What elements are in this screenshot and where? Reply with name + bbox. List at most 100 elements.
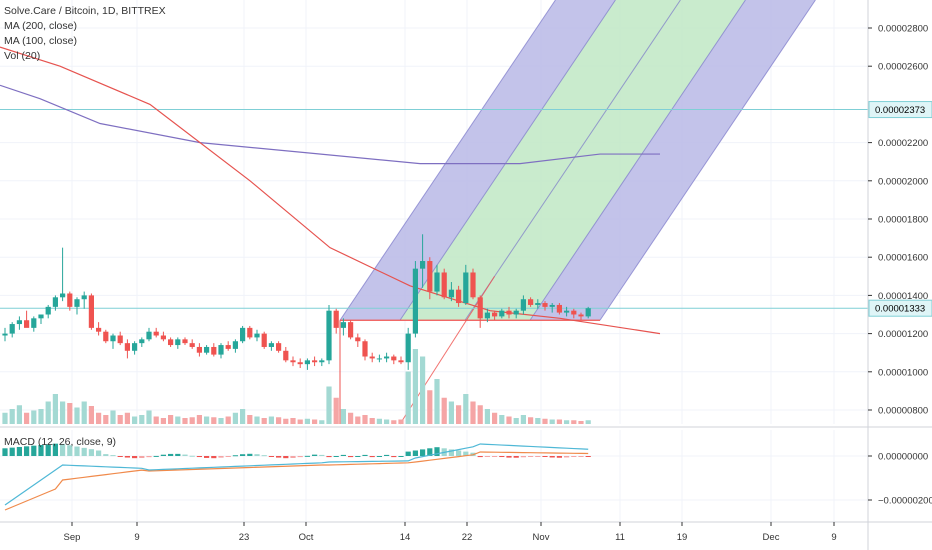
candle-body <box>463 272 469 304</box>
candle-body <box>420 261 426 269</box>
volume-bar <box>564 420 570 424</box>
volume-bar <box>52 394 58 424</box>
volume-bar <box>132 416 138 424</box>
macd-hist-bar <box>362 454 368 456</box>
candle-body <box>499 310 505 317</box>
macd-hist-bar <box>340 454 346 456</box>
volume-bar <box>441 397 447 424</box>
candle-body <box>60 293 66 298</box>
macd-hist-bar <box>463 451 469 456</box>
macd-hist-bar <box>182 454 188 456</box>
volume-bar <box>578 421 584 424</box>
volume-bar <box>398 419 404 424</box>
volume-bar <box>391 420 397 424</box>
channel-line <box>399 0 616 321</box>
y-tick-label: 0.00002000 <box>878 176 928 187</box>
macd-hist-bar <box>376 456 382 457</box>
candle-body <box>348 322 354 338</box>
macd-hist-bar <box>506 456 512 458</box>
macd-hist-bar <box>67 445 73 456</box>
candle-body <box>153 331 159 336</box>
macd-pane <box>2 443 591 511</box>
candle-body <box>81 295 87 300</box>
x-tick-label: 19 <box>677 532 688 543</box>
candle-body <box>484 312 490 319</box>
volume-bar <box>484 409 490 424</box>
volume-bar <box>297 419 303 424</box>
volume-bar <box>153 416 159 424</box>
volume-bar <box>405 371 411 424</box>
y-tick-label: 0.00001000 <box>878 367 928 378</box>
x-tick-label: Dec <box>763 532 780 543</box>
channel-band <box>340 0 616 321</box>
candle-body <box>340 322 346 328</box>
macd-hist-bar <box>74 446 80 456</box>
x-tick-label: 9 <box>831 532 836 543</box>
volume-bar <box>160 418 166 424</box>
macd-hist-bar <box>348 456 354 458</box>
ma100-line <box>0 46 661 335</box>
price-label-box <box>868 299 932 317</box>
candle-body <box>362 341 368 357</box>
volume-bar <box>67 403 73 424</box>
candle-body <box>312 360 318 363</box>
macd-hist-bar <box>103 454 109 456</box>
volume-bar <box>110 410 116 424</box>
volume-bar <box>528 417 534 424</box>
volume-bar <box>16 405 22 424</box>
candle-body <box>45 306 51 315</box>
volume-bar <box>60 401 66 424</box>
macd-hist-bar <box>312 454 318 456</box>
volume-bar <box>96 412 102 424</box>
macd-hist-bar <box>124 456 130 458</box>
candle-body <box>506 310 512 315</box>
volume-bar <box>362 415 368 424</box>
candle-body <box>139 339 145 344</box>
macd-hist-bar <box>139 456 145 459</box>
macd-hist-bar <box>153 455 159 457</box>
volume-bar <box>117 415 123 424</box>
indicator-vol: Vol (20) <box>4 50 41 62</box>
y-tick-label: 0.00002200 <box>878 138 928 149</box>
volume-bar <box>376 418 382 424</box>
candle-body <box>477 297 483 319</box>
candle-body <box>456 289 462 304</box>
ma200-line <box>0 84 660 165</box>
candle-body <box>261 333 267 347</box>
volume-bar <box>535 418 541 424</box>
volume-bar <box>506 416 512 424</box>
candle-body <box>492 312 498 317</box>
channel-line <box>339 0 556 321</box>
volume-bar <box>9 409 15 424</box>
candle-body <box>160 335 166 340</box>
macd-hist-bar <box>355 456 361 457</box>
volume-bar <box>456 405 462 424</box>
macd-hist-bar <box>297 456 303 458</box>
macd-hist-bar <box>189 455 195 457</box>
volume-bar <box>434 379 440 424</box>
volume-bar <box>268 416 274 424</box>
macd-hist-bar <box>60 443 66 456</box>
y-tick-label: 0.00000800 <box>878 406 928 417</box>
candle-body <box>391 356 397 361</box>
volume-bar <box>189 417 195 424</box>
symbol-title: Solve.Care / Bitcoin, 1D, BITTREX <box>4 5 166 17</box>
candle-body <box>398 360 404 363</box>
macd-hist-bar <box>434 447 440 456</box>
macd-hist-bar <box>2 448 8 456</box>
candle-body <box>304 360 310 365</box>
candle-body <box>168 339 174 346</box>
candle-body <box>542 303 548 307</box>
horizontal-lines: 0.00002373 0.00001333 <box>0 101 932 317</box>
candle-body <box>556 304 562 313</box>
volume-bar <box>290 418 296 424</box>
chart-legend: Solve.Care / Bitcoin, 1D, BITTREX MA (20… <box>4 4 166 64</box>
volume-bar <box>254 416 260 424</box>
candle-body <box>513 310 519 315</box>
candle-body <box>441 272 447 298</box>
candle-body <box>247 327 253 338</box>
candle-body <box>182 339 188 344</box>
volume-bar <box>463 394 469 424</box>
volume-bar <box>211 417 217 424</box>
